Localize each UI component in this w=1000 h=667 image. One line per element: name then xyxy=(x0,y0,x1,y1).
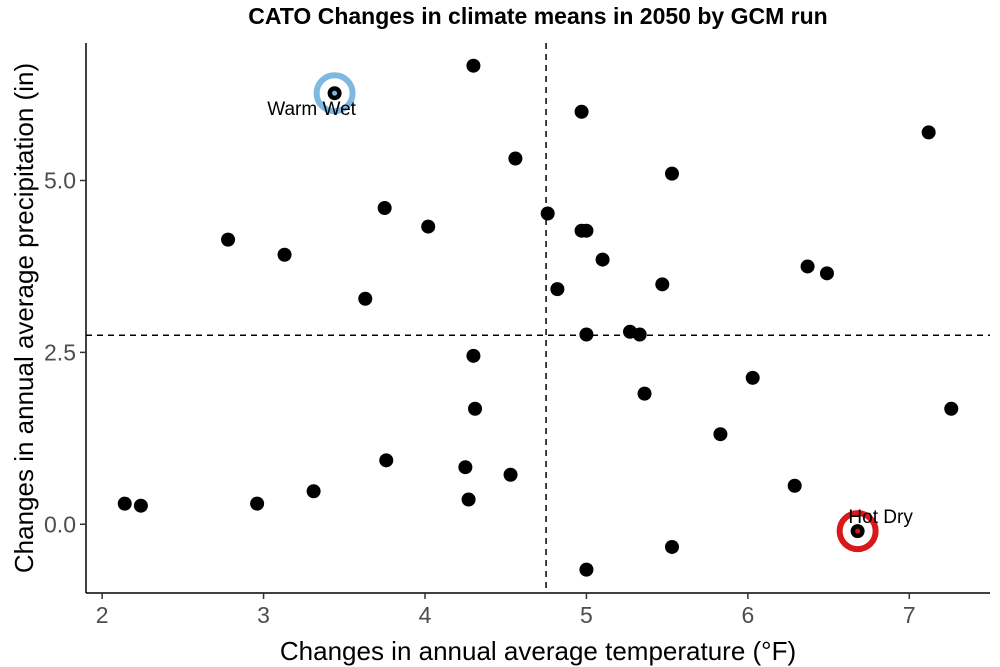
highlight-label: Hot Dry xyxy=(848,507,913,528)
highlight-rings xyxy=(313,72,879,553)
data-point xyxy=(221,232,236,247)
data-points xyxy=(117,58,959,577)
y-axis-title: Changes in annual average precipitation … xyxy=(9,63,39,573)
data-point xyxy=(579,327,594,342)
x-tick-label: 5 xyxy=(580,602,593,628)
data-point xyxy=(579,223,594,238)
highlight-center xyxy=(332,90,338,96)
data-point xyxy=(117,496,132,511)
data-point xyxy=(713,427,728,442)
x-axis-ticks: 2 3 4 5 6 7 xyxy=(96,593,916,628)
x-tick-label: 7 xyxy=(903,602,916,628)
data-point xyxy=(745,370,760,385)
data-point xyxy=(250,496,265,511)
data-point xyxy=(800,259,815,274)
data-point xyxy=(377,201,392,215)
data-point xyxy=(664,539,679,554)
data-point xyxy=(421,219,436,234)
annotations: Warm Wet Hot Dry xyxy=(267,99,913,528)
data-point xyxy=(550,282,565,297)
chart-title: CATO Changes in climate means in 2050 by… xyxy=(248,3,827,29)
data-point xyxy=(306,484,321,499)
data-point xyxy=(466,58,481,73)
data-point xyxy=(637,386,652,401)
data-point xyxy=(921,125,936,140)
data-point xyxy=(579,562,594,577)
data-point xyxy=(595,252,610,267)
y-axis-ticks: 0.0 2.5 5.0 xyxy=(44,168,86,537)
data-point xyxy=(358,291,373,306)
data-point xyxy=(503,467,518,482)
axis-lines xyxy=(85,43,990,594)
highlight-ring xyxy=(313,72,356,115)
data-point xyxy=(461,492,476,507)
x-tick-label: 2 xyxy=(96,602,109,628)
data-point xyxy=(133,498,148,513)
data-point xyxy=(277,247,292,262)
y-tick-label: 2.5 xyxy=(44,339,76,365)
x-tick-label: 4 xyxy=(419,602,432,628)
highlight-center xyxy=(855,528,861,534)
highlight-centers xyxy=(332,90,861,534)
x-axis-title: Changes in annual average temperature (°… xyxy=(280,636,796,666)
data-point xyxy=(819,266,834,281)
highlight-label: Warm Wet xyxy=(267,99,356,120)
data-point xyxy=(574,104,589,119)
data-point xyxy=(655,277,670,292)
data-point xyxy=(944,401,959,416)
data-point xyxy=(458,460,473,475)
data-point xyxy=(540,206,555,221)
x-tick-label: 3 xyxy=(257,602,270,628)
data-point xyxy=(379,453,394,468)
data-point xyxy=(664,166,679,181)
y-tick-label: 0.0 xyxy=(44,511,76,537)
data-point xyxy=(632,327,647,342)
data-point xyxy=(787,478,802,493)
reference-lines xyxy=(86,43,990,593)
highlight-ring xyxy=(836,510,879,553)
data-point xyxy=(508,151,523,166)
data-point xyxy=(468,401,483,416)
y-tick-label: 5.0 xyxy=(44,168,76,194)
x-tick-label: 6 xyxy=(741,602,754,628)
data-point xyxy=(466,348,481,363)
